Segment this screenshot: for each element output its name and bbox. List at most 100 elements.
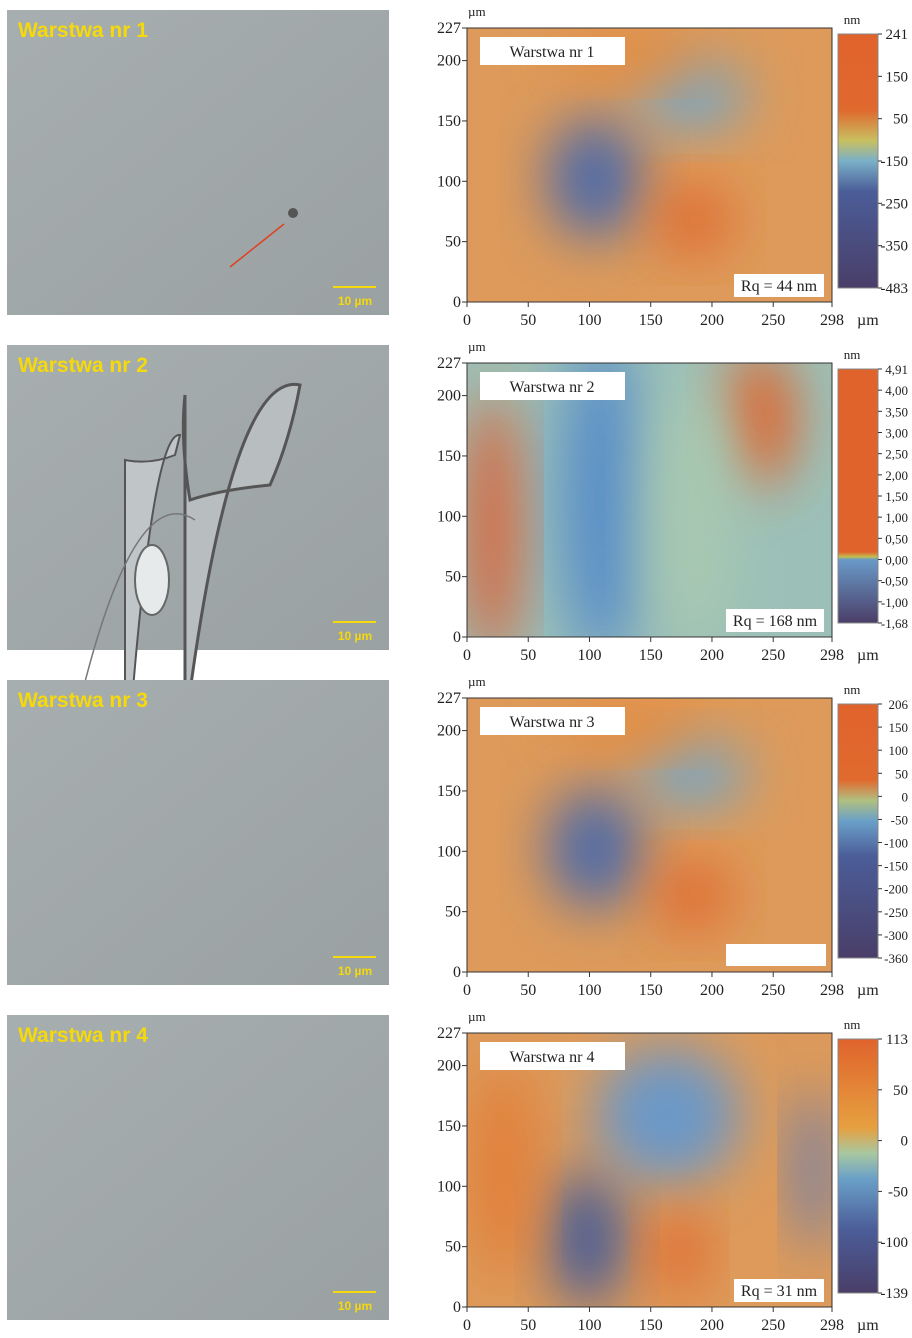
x-tick-label: 100 (577, 982, 601, 999)
y-tick-label: 150 (437, 113, 461, 130)
x-tick-label: 150 (639, 312, 663, 329)
colorbar-tick-label: 50 (893, 112, 908, 128)
colorbar-tick-label: 241 (886, 27, 909, 43)
colorbar-tick-label: -100 (881, 1235, 909, 1251)
x-tick-label: 50 (520, 647, 536, 664)
y-unit: µm (468, 1009, 486, 1024)
rq-label: Rq = 44 nm (741, 278, 818, 295)
rq-label: Rq = 31 nm (741, 1283, 818, 1300)
colorbar-tick-label: 0 (901, 1134, 909, 1150)
x-tick-label: 298 (820, 312, 844, 329)
colorbar-tick-label: 0,00 (885, 553, 908, 568)
scale-label: 10 µm (338, 1299, 372, 1313)
colorbar-tick-label: 150 (889, 720, 909, 735)
x-tick-label: 250 (761, 647, 785, 664)
colorbar-unit: nm (844, 347, 861, 362)
colorbar-tick-label: -350 (881, 239, 909, 255)
x-tick-label: 50 (520, 982, 536, 999)
colorbar-tick-label: -50 (888, 1184, 908, 1200)
y-tick-label: 200 (437, 388, 461, 405)
x-tick-label: 150 (639, 647, 663, 664)
colorbar-tick-label: -1,00 (881, 595, 908, 610)
y-tick-label: 227 (437, 355, 461, 372)
x-tick-label: 0 (463, 982, 471, 999)
x-tick-label: 298 (820, 982, 844, 999)
x-tick-label: 100 (577, 312, 601, 329)
colorbar-unit: nm (844, 12, 861, 27)
map-blob (547, 118, 642, 239)
colorbar-tick-label: 3,00 (885, 426, 908, 441)
x-tick-label: 100 (577, 647, 601, 664)
colorbar-tick-label: -0,50 (881, 574, 908, 589)
colorbar-unit: nm (844, 682, 861, 697)
map-blob (639, 742, 749, 808)
map-blob (657, 862, 730, 928)
colorbar-tick-label: 1,00 (885, 510, 908, 525)
y-tick-label: 150 (437, 448, 461, 465)
x-tick-label: 298 (820, 1317, 844, 1333)
x-unit: µm (857, 982, 879, 999)
map-blob (657, 187, 730, 253)
y-tick-label: 100 (437, 843, 461, 860)
y-tick-label: 50 (445, 1239, 461, 1256)
colorbar-tick-label: -360 (884, 951, 908, 966)
colorbar-tick-label: 4,91 (885, 362, 908, 377)
colorbar-tick-label: 206 (889, 697, 909, 712)
colorbar-tick-label: -250 (884, 905, 908, 920)
defect (288, 208, 298, 218)
rq-label: Rq = 168 nm (733, 613, 818, 630)
y-tick-label: 100 (437, 173, 461, 190)
colorbar-tick-label: 0 (902, 789, 909, 804)
y-tick-label: 100 (437, 1178, 461, 1195)
colorbar-tick-label: -50 (891, 812, 908, 827)
y-tick-label: 227 (437, 20, 461, 37)
colorbar-tick-label: -139 (881, 1286, 909, 1302)
x-tick-label: 200 (700, 1317, 724, 1333)
colorbar-tick-label: 1,50 (885, 489, 908, 504)
scale-label: 10 µm (338, 964, 372, 978)
map-blob (796, 1088, 833, 1252)
colorbar (838, 704, 878, 958)
map-blob (467, 390, 518, 664)
colorbar-tick-label: 50 (893, 1083, 908, 1099)
map-label: Warstwa nr 1 (510, 44, 595, 61)
colorbar-tick-label: -100 (884, 836, 908, 851)
x-tick-label: 200 (700, 647, 724, 664)
y-unit: µm (468, 674, 486, 689)
height-map (467, 698, 832, 972)
x-tick-label: 250 (761, 312, 785, 329)
map-blob (650, 377, 738, 651)
y-tick-label: 0 (453, 294, 461, 311)
y-tick-label: 200 (437, 53, 461, 70)
map-label: Warstwa nr 3 (510, 714, 595, 731)
blank-box (726, 944, 826, 966)
map-blob (551, 1170, 624, 1307)
scale-label: 10 µm (338, 629, 372, 643)
x-tick-label: 50 (520, 312, 536, 329)
colorbar-tick-label: -200 (884, 882, 908, 897)
y-tick-label: 50 (445, 234, 461, 251)
colorbar-tick-label: 2,50 (885, 447, 908, 462)
x-tick-label: 150 (639, 1317, 663, 1333)
colorbar-tick-label: 100 (889, 743, 909, 758)
colorbar (838, 369, 878, 623)
map-label: Warstwa nr 2 (510, 379, 595, 396)
micro-label: Warstwa nr 2 (18, 354, 148, 377)
colorbar-tick-label: -150 (884, 859, 908, 874)
y-unit: µm (468, 4, 486, 19)
colorbar-tick-label: 4,00 (885, 383, 908, 398)
colorbar-unit: nm (844, 1017, 861, 1032)
x-tick-label: 250 (761, 1317, 785, 1333)
y-tick-label: 50 (445, 569, 461, 586)
x-tick-label: 298 (820, 647, 844, 664)
x-unit: µm (857, 312, 879, 329)
colorbar-tick-label: 3,50 (885, 404, 908, 419)
colorbar-tick-label: 2,00 (885, 468, 908, 483)
x-tick-label: 150 (639, 982, 663, 999)
micro-label: Warstwa nr 3 (18, 689, 148, 712)
x-tick-label: 100 (577, 1317, 601, 1333)
height-map (467, 1033, 832, 1307)
colorbar-tick-label: -300 (884, 928, 908, 943)
colorbar-tick-label: -150 (881, 154, 909, 170)
y-tick-label: 227 (437, 690, 461, 707)
